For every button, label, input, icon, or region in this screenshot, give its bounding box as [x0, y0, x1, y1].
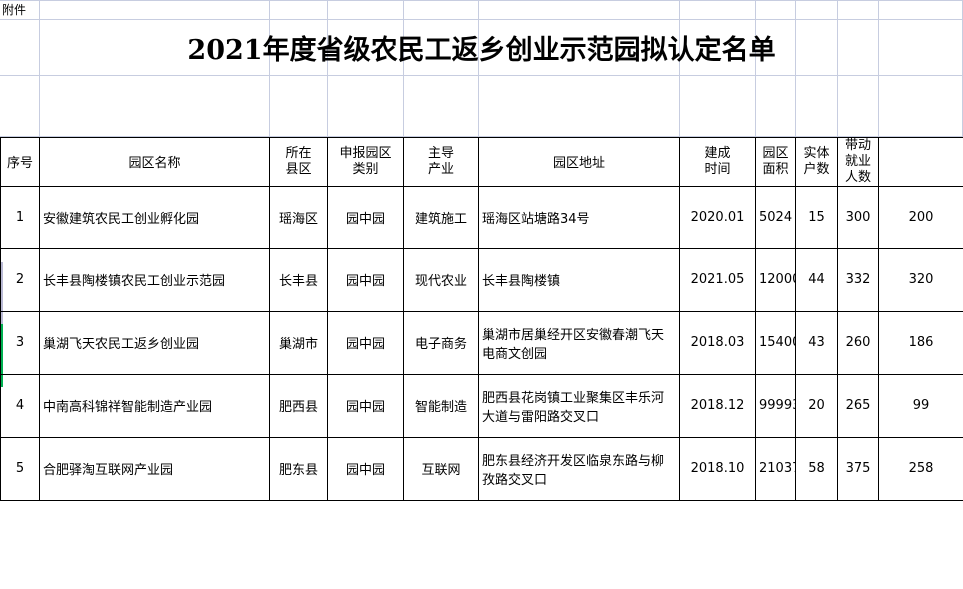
cell-entities: 15	[795, 185, 838, 249]
col-header-category-line1: 申报园区	[339, 145, 392, 161]
col-header-area-line2: 面积	[762, 161, 789, 177]
col-header-entities-line2: 户数	[803, 161, 830, 177]
attachment-row: 附件	[0, 0, 963, 19]
cell-industry: 建筑施工	[403, 185, 479, 249]
cell-seq: 5	[0, 436, 40, 501]
cell-county: 肥东县	[269, 436, 328, 501]
table-body: 1 安徽建筑农民工创业孵化园 瑶海区 园中园 建筑施工 瑶海区站塘路34号 20…	[0, 185, 963, 501]
col-header-park-name-label: 园区名称	[128, 156, 181, 172]
cell-county: 长丰县	[269, 247, 328, 312]
col-header-category: 申报园区 类别	[327, 137, 404, 187]
col-header-industry: 主导 产业	[403, 137, 479, 187]
col-header-area: 园区 面积	[755, 137, 796, 187]
cell-employment: 300	[837, 185, 879, 249]
cell-migrant-workers: 186	[878, 310, 963, 375]
cell-address: 肥西县花岗镇工业聚集区丰乐河大道与雷阳路交叉口	[478, 373, 680, 438]
col-header-employment-line2: 就业	[844, 153, 871, 169]
cell-migrant-workers: 258	[878, 436, 963, 501]
cell-built-time: 2018.03	[679, 310, 756, 375]
cell-industry: 互联网	[403, 436, 479, 501]
cell-employment: 265	[837, 373, 879, 438]
cell-migrant-workers: 99	[878, 373, 963, 438]
cell-address: 肥东县经济开发区临泉东路与柳孜路交叉口	[478, 436, 680, 501]
cell-category: 园中园	[327, 373, 404, 438]
col-header-address: 园区地址	[478, 137, 680, 187]
cell-built-time: 2020.01	[679, 185, 756, 249]
cell-park-name: 长丰县陶楼镇农民工创业示范园	[39, 247, 270, 312]
table-row[interactable]: 1 安徽建筑农民工创业孵化园 瑶海区 园中园 建筑施工 瑶海区站塘路34号 20…	[0, 185, 963, 249]
col-header-employment: 带动 就业 人数	[837, 137, 879, 187]
cell-category: 园中园	[327, 310, 404, 375]
cell-address: 长丰县陶楼镇	[478, 247, 680, 312]
table-row[interactable]: 5 合肥驿淘互联网产业园 肥东县 园中园 互联网 肥东县经济开发区临泉东路与柳孜…	[0, 436, 963, 501]
cell-industry: 电子商务	[403, 310, 479, 375]
cell-area: 5024	[755, 185, 796, 249]
cell-county: 肥西县	[269, 373, 328, 438]
cell-entities: 20	[795, 373, 838, 438]
col-header-built-time-line2: 时间	[704, 161, 731, 177]
col-header-park-name: 园区名称	[39, 137, 270, 187]
cell-seq: 4	[0, 373, 40, 438]
cell-area: 15400	[755, 310, 796, 375]
cell-category: 园中园	[327, 185, 404, 249]
col-header-built-time: 建成 时间	[679, 137, 756, 187]
cell-employment: 375	[837, 436, 879, 501]
col-header-county-line1: 所在	[285, 145, 312, 161]
col-header-industry-line1: 主导	[427, 145, 454, 161]
col-header-entities-line1: 实体	[803, 145, 830, 161]
cell-industry: 现代农业	[403, 247, 479, 312]
col-header-address-label: 园区地址	[552, 156, 605, 172]
attachment-label: 附件	[2, 2, 27, 17]
cell-park-name: 合肥驿淘互联网产业园	[39, 436, 270, 501]
col-header-area-line1: 园区	[762, 145, 789, 161]
cell-built-time: 2021.05	[679, 247, 756, 312]
page-title: 2021年度省级农民工返乡创业示范园拟认定名单	[187, 34, 776, 66]
cell-county: 瑶海区	[269, 185, 328, 249]
cell-area: 21037	[755, 436, 796, 501]
title-band: 2021年度省级农民工返乡创业示范园拟认定名单	[0, 19, 963, 75]
cell-entities: 44	[795, 247, 838, 312]
cell-category: 园中园	[327, 247, 404, 312]
cell-address: 巢湖市居巢经开区安徽春潮飞天电商文创园	[478, 310, 680, 375]
col-header-county-line2: 县区	[285, 161, 312, 177]
col-header-county: 所在 县区	[269, 137, 328, 187]
cell-category: 园中园	[327, 436, 404, 501]
cell-seq: 3	[0, 310, 40, 375]
cell-county: 巢湖市	[269, 310, 328, 375]
cell-built-time: 2018.10	[679, 436, 756, 501]
col-header-seq-label: 序号	[6, 156, 33, 172]
table-row[interactable]: 2 长丰县陶楼镇农民工创业示范园 长丰县 园中园 现代农业 长丰县陶楼镇 202…	[0, 247, 963, 312]
cell-seq: 1	[0, 185, 40, 249]
cell-migrant-workers: 200	[878, 185, 963, 249]
parks-table: 序号 园区名称 所在 县区 申报园区 类别 主导 产业 园区	[0, 137, 963, 501]
cell-park-name: 巢湖飞天农民工返乡创业园	[39, 310, 270, 375]
col-header-employment-line1: 带动	[844, 138, 871, 153]
col-header-industry-line2: 产业	[427, 161, 454, 177]
cell-address: 瑶海区站塘路34号	[478, 185, 680, 249]
cell-area: 99993	[755, 373, 796, 438]
table-row[interactable]: 3 巢湖飞天农民工返乡创业园 巢湖市 园中园 电子商务 巢湖市居巢经开区安徽春潮…	[0, 310, 963, 375]
col-header-migrant-workers: 其中： 农民工 人数	[878, 137, 963, 187]
col-header-category-line2: 类别	[352, 161, 379, 177]
table-row[interactable]: 4 中南高科锦祥智能制造产业园 肥西县 园中园 智能制造 肥西县花岗镇工业聚集区…	[0, 373, 963, 438]
col-header-entities: 实体 户数	[795, 137, 838, 187]
col-header-seq: 序号	[0, 137, 40, 187]
cell-entities: 58	[795, 436, 838, 501]
cell-entities: 43	[795, 310, 838, 375]
cell-employment: 332	[837, 247, 879, 312]
table-header-row: 序号 园区名称 所在 县区 申报园区 类别 主导 产业 园区	[0, 137, 963, 187]
cell-park-name: 安徽建筑农民工创业孵化园	[39, 185, 270, 249]
cell-employment: 260	[837, 310, 879, 375]
col-header-built-time-line1: 建成	[704, 145, 731, 161]
cell-migrant-workers: 320	[878, 247, 963, 312]
cell-area: 12000	[755, 247, 796, 312]
cell-seq: 2	[0, 247, 40, 312]
cell-built-time: 2018.12	[679, 373, 756, 438]
cell-park-name: 中南高科锦祥智能制造产业园	[39, 373, 270, 438]
cell-industry: 智能制造	[403, 373, 479, 438]
col-header-employment-line3: 人数	[844, 169, 871, 185]
